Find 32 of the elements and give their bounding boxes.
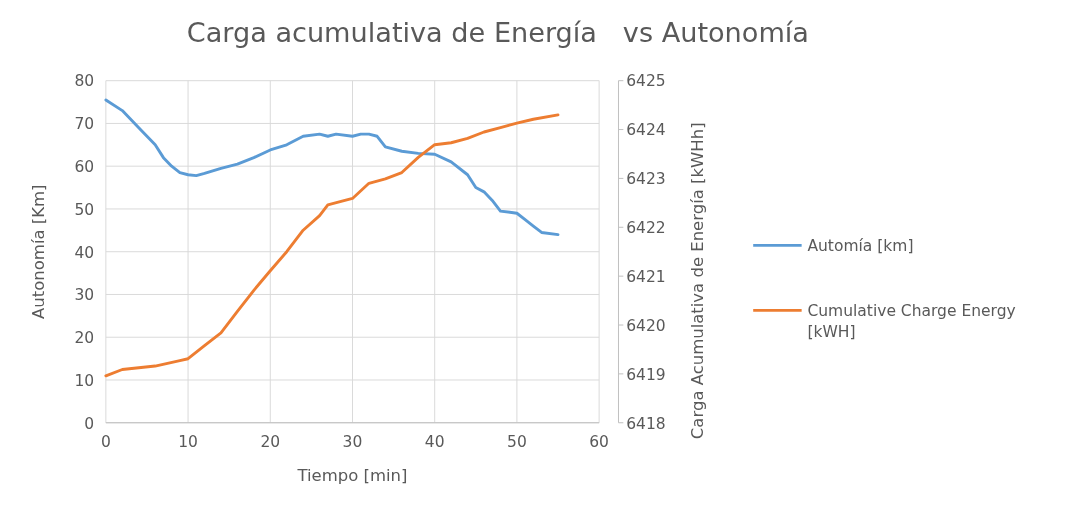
line-series bbox=[104, 98, 560, 237]
x-tick-label: 50 bbox=[507, 432, 527, 451]
x-tick-label: 0 bbox=[100, 432, 111, 451]
x-tick-label: 40 bbox=[424, 432, 445, 451]
y2-tick-label: 6419 bbox=[626, 365, 666, 384]
legend-label: Automía [km] bbox=[807, 237, 914, 256]
y2-tick-label: 6420 bbox=[626, 316, 666, 335]
x-tick-label: 60 bbox=[589, 432, 609, 451]
y-tick-label: 70 bbox=[74, 115, 95, 134]
chart-title: Carga acumulativa de Energía vs Autonomía bbox=[186, 16, 809, 48]
line-series bbox=[104, 113, 560, 378]
y2-tick-label: 6418 bbox=[626, 414, 666, 433]
y-tick-label: 50 bbox=[74, 200, 95, 219]
y2-tick-label: 6421 bbox=[626, 267, 666, 286]
y-tick-label: 20 bbox=[74, 329, 95, 348]
x-tick-label: 30 bbox=[342, 432, 363, 451]
x-tick-label: 20 bbox=[260, 432, 281, 451]
y2-tick-label: 6422 bbox=[626, 219, 666, 238]
y-tick-label: 80 bbox=[74, 72, 95, 91]
y-tick-label: 60 bbox=[74, 158, 95, 177]
y2-tick-label: 6425 bbox=[626, 72, 666, 91]
y-tick-label: 40 bbox=[74, 243, 95, 262]
y-axis-title: Autonomía [Km] bbox=[28, 184, 48, 319]
x-axis-title: Tiempo [min] bbox=[296, 465, 408, 485]
y2-axis-title: Carga Acumulativa de Energía [kWHh] bbox=[687, 122, 707, 440]
y2-tick-label: 6423 bbox=[626, 170, 666, 189]
y2-tick-label: 6424 bbox=[626, 121, 666, 140]
x-tick-label: 10 bbox=[178, 432, 198, 451]
y-tick-label: 10 bbox=[74, 371, 95, 390]
y-tick-label: 0 bbox=[84, 414, 95, 433]
legend-label: Cumulative Charge Energy [kWH] bbox=[807, 302, 1016, 342]
y-tick-label: 30 bbox=[74, 286, 95, 305]
